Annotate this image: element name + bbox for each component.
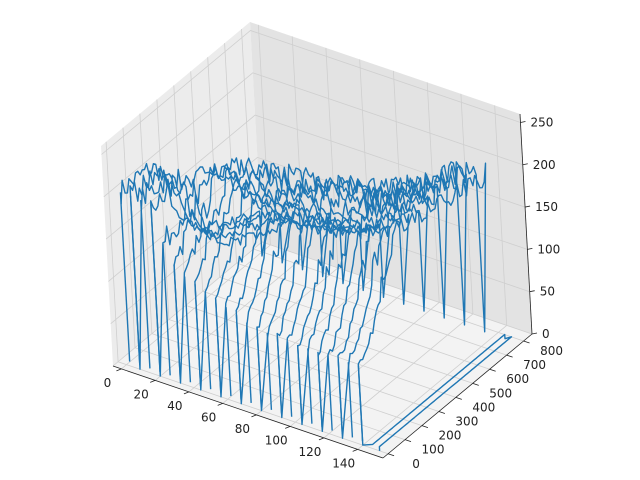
- z-tick-label: 150: [535, 200, 558, 214]
- y-tick-label: 500: [489, 386, 512, 400]
- z-tick-mark: [520, 121, 526, 123]
- series-drop-line: [129, 195, 141, 366]
- y-tick-mark: [404, 439, 412, 443]
- x-tick-mark: [285, 426, 291, 429]
- pane-floor: [113, 242, 532, 458]
- z-tick-mark: [531, 332, 538, 335]
- x-tick-label: 140: [332, 456, 355, 470]
- y-tick-mark: [438, 411, 446, 414]
- series-drop-line: [266, 332, 273, 410]
- y-tick-label: 300: [455, 415, 478, 429]
- series-line: [120, 157, 513, 451]
- z-axis-line: [519, 113, 533, 335]
- grid-line-z: [101, 30, 521, 155]
- axis-lines: [112, 113, 533, 459]
- series-group: [119, 157, 513, 451]
- y-tick-label: 800: [540, 344, 563, 358]
- series-drop-line: [276, 337, 283, 414]
- z-tick-mark: [529, 290, 535, 293]
- series-drop-line: [235, 314, 242, 400]
- y-tick-label: 600: [506, 372, 529, 386]
- series-drop-line: [307, 348, 313, 424]
- y-tick-label: 400: [472, 400, 495, 414]
- z-tick-label: 100: [537, 242, 560, 256]
- z-tick-mark: [524, 205, 531, 208]
- x-tick-mark: [352, 449, 358, 452]
- series-drop-line: [317, 351, 323, 428]
- grid-line-z: [112, 241, 533, 367]
- y-tick-label: 700: [523, 358, 546, 372]
- x-tick-label: 60: [201, 410, 216, 424]
- series-drop-line: [119, 192, 131, 362]
- y-tick-label: 0: [412, 457, 420, 471]
- z-tick-label: 250: [530, 115, 553, 129]
- y-tick-mark: [455, 397, 462, 400]
- grid-line-z: [108, 156, 528, 282]
- series-drop-line: [246, 322, 252, 404]
- x-tick-mark: [318, 437, 325, 441]
- series-drop-line: [150, 204, 161, 372]
- series-drop-line: [337, 358, 343, 435]
- series-drop-line: [173, 264, 181, 379]
- y-tick-mark: [387, 453, 395, 457]
- series-drop-line: [225, 307, 232, 397]
- x-tick-label: 20: [134, 387, 149, 401]
- y-tick-mark: [472, 382, 479, 386]
- x-tick-label: 80: [235, 422, 250, 436]
- x-tick-mark: [150, 380, 156, 383]
- series-drop-line: [183, 276, 192, 383]
- x-tick-label: 0: [104, 376, 112, 390]
- y-tick-mark: [421, 425, 429, 428]
- series-drop-line: [162, 244, 171, 376]
- y-tick-mark: [523, 340, 530, 344]
- z-tick-mark: [527, 247, 533, 250]
- x-tick-mark: [183, 391, 190, 395]
- x-tick-mark: [251, 414, 257, 418]
- y-tick-mark: [489, 368, 496, 372]
- series-drop-line: [347, 362, 354, 438]
- z-tick-mark: [522, 163, 528, 166]
- series-drop-line: [204, 291, 212, 390]
- z-tick-label: 50: [540, 285, 555, 299]
- x-tick-label: 100: [265, 433, 288, 447]
- x-tick-label: 40: [167, 399, 182, 413]
- z-tick-label: 200: [533, 158, 556, 172]
- y-tick-label: 200: [438, 429, 461, 443]
- x-tick-mark: [217, 403, 223, 406]
- series-drop-line: [327, 355, 333, 431]
- x-axis-line: [112, 365, 384, 459]
- grid-line-z: [103, 72, 523, 198]
- series-drop-line: [357, 365, 364, 441]
- series-drop-line: [256, 327, 262, 407]
- x-tick-label: 120: [298, 445, 321, 459]
- series-drop-line: [296, 344, 303, 421]
- series-drop-line: [215, 299, 222, 393]
- x-tick-mark: [116, 368, 122, 372]
- series-drop-line: [286, 341, 293, 417]
- z-tick-label: 0: [542, 327, 550, 341]
- y-axis-line: [382, 333, 533, 459]
- series-drop-line: [140, 200, 151, 369]
- series-drop-line: [194, 284, 202, 386]
- y-tick-mark: [506, 354, 513, 358]
- y-tick-label: 100: [422, 443, 445, 457]
